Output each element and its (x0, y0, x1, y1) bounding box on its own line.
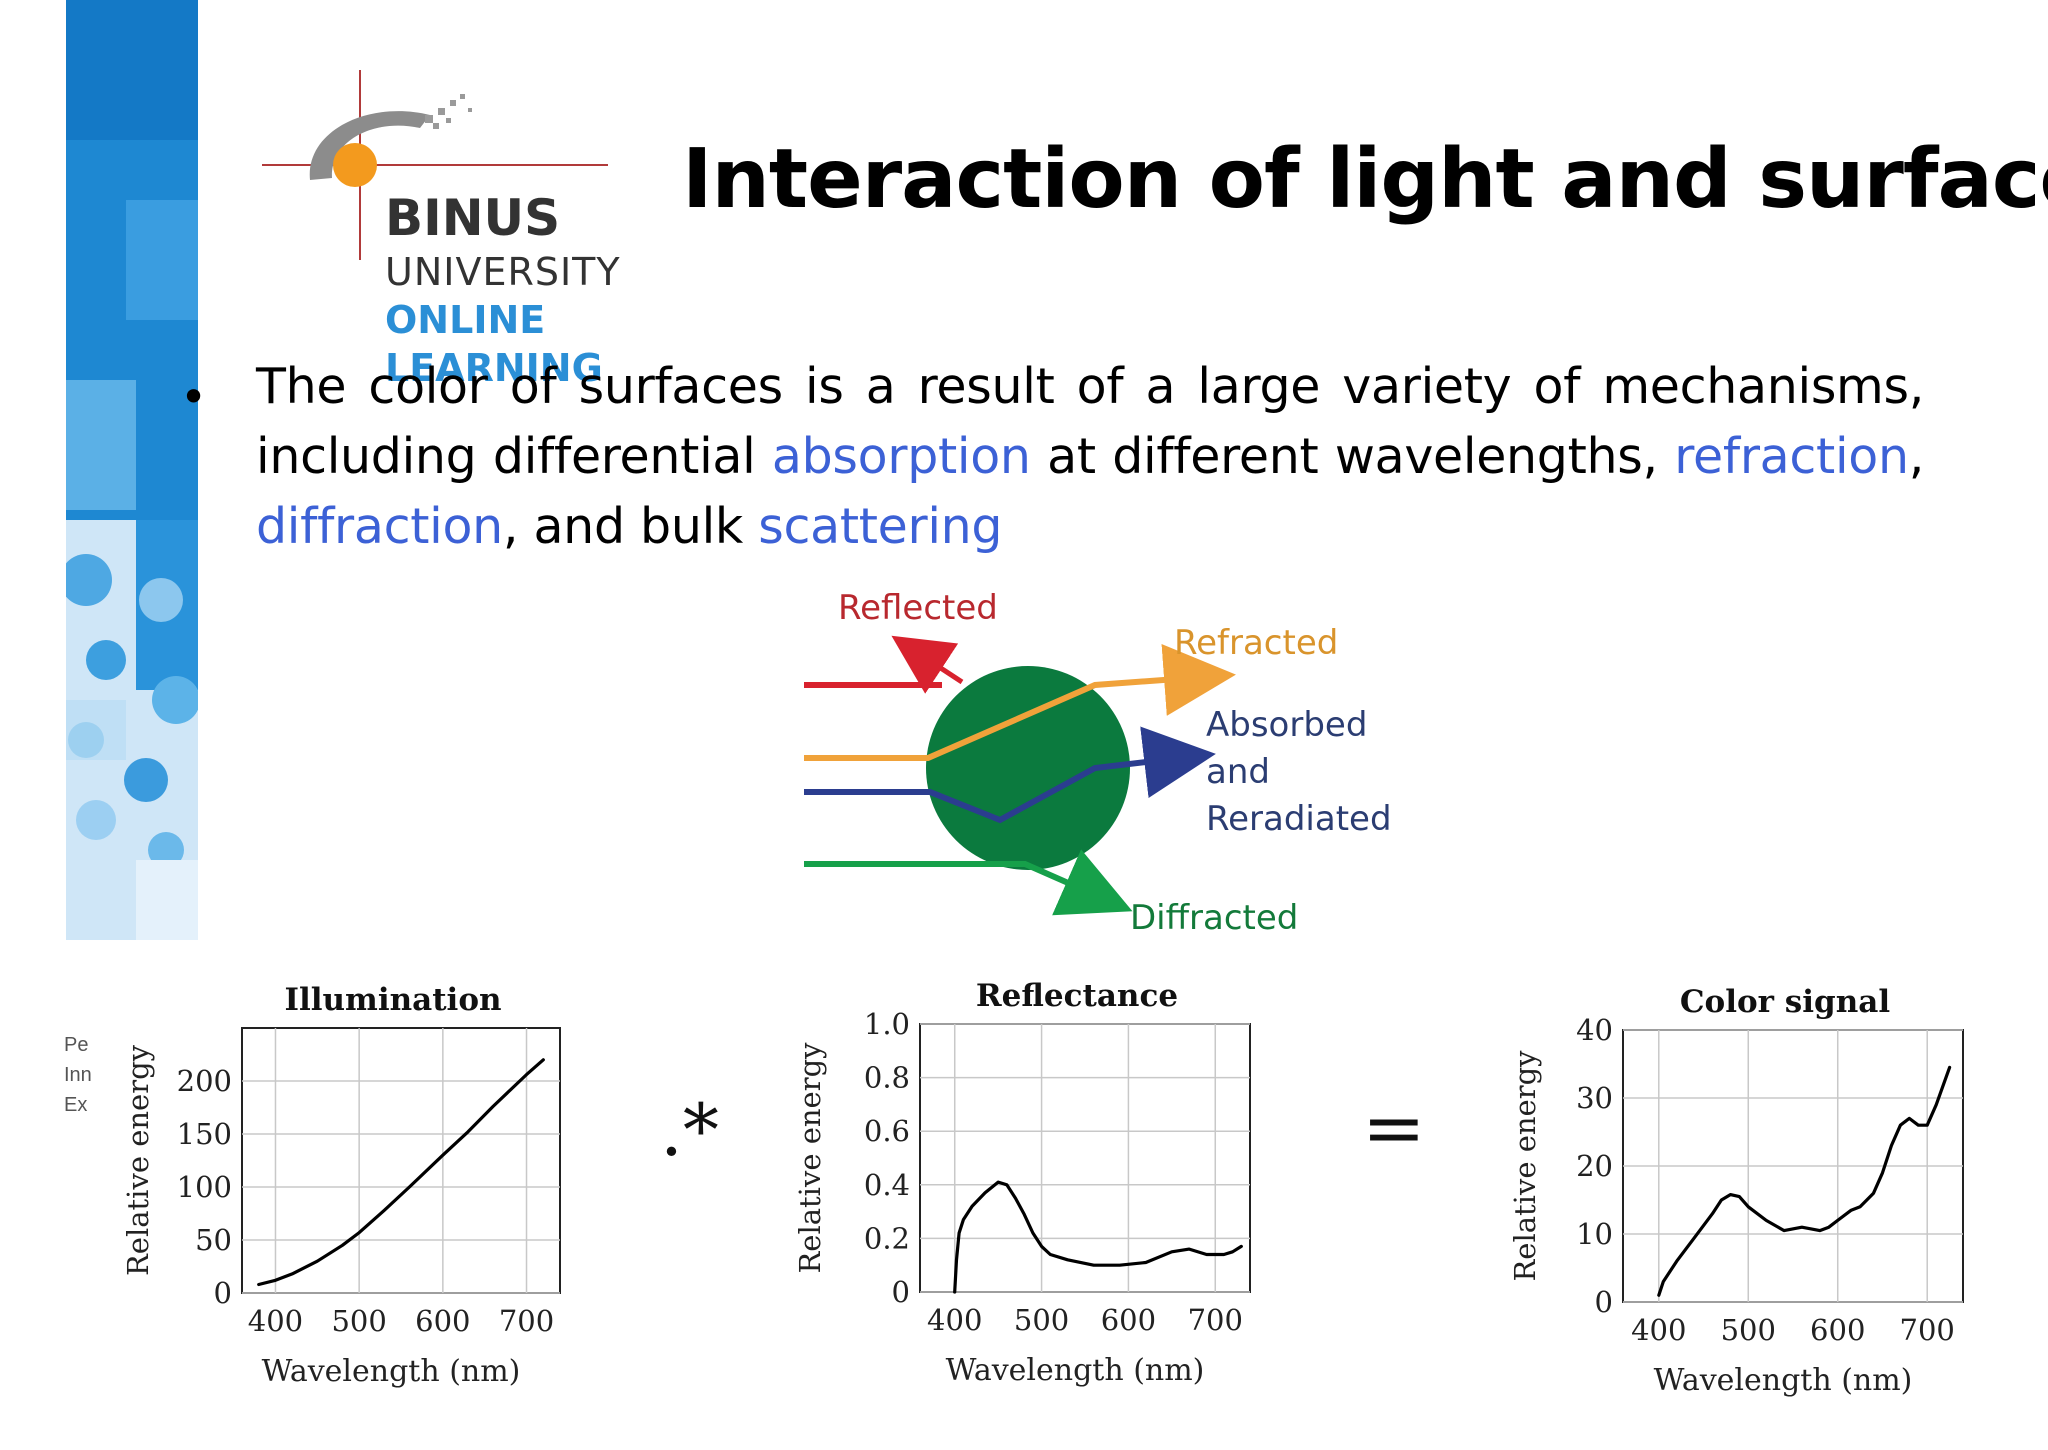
bullet-text: The color of surfaces is a result of a l… (256, 352, 1924, 562)
x-tick-label: 600 (1810, 1313, 1865, 1347)
absorbed-label-2: and (1206, 752, 1270, 792)
diffraction-term: diffraction (256, 498, 503, 555)
x-tick-label: 700 (1188, 1303, 1243, 1337)
y-tick-label: 100 (177, 1170, 232, 1204)
x-tick-label: 700 (1900, 1313, 1955, 1347)
y-tick-label: 200 (177, 1064, 232, 1098)
color-signal-chart: 400 500 600 700 0 10 20 30 40 Color signal Wavelen… (1505, 970, 1985, 1404)
chart-title: Illumination (284, 982, 501, 1018)
y-axis-label: Relative energy (121, 1044, 155, 1276)
absorption-term: absorption (771, 428, 1031, 485)
plot-frame (919, 1023, 1251, 1293)
diagram-svg: Reflected Refracted Absorbed and Reradia… (804, 588, 1392, 938)
series-line (953, 1180, 1243, 1294)
series-line (1657, 1065, 1952, 1297)
x-axis-label: Wavelength (nm) (946, 1353, 1205, 1388)
refracted-label: Refracted (1174, 623, 1338, 663)
bullet-segment: , and bulk (502, 498, 759, 555)
y-axis-label: Relative energy (793, 1042, 827, 1274)
bullet-segment: The color of surfaces is a result of a l… (256, 358, 1924, 485)
y-tick-label: 1.0 (864, 1007, 910, 1041)
bullet-marker: • (180, 370, 208, 424)
y-tick-label: 0 (214, 1276, 232, 1310)
multiply-operator: .* (660, 1088, 719, 1172)
y-tick-label: 0.4 (864, 1168, 910, 1202)
bullet-segment: at different wavelengths, (1030, 428, 1675, 485)
logo-orange-circle (333, 143, 377, 187)
y-tick-label: 0 (1595, 1285, 1613, 1319)
illumination-chart-svg: 400 500 600 700 0 50 100 150 200 Illumination Wave… (121, 982, 561, 1389)
reflected-ray-out (891, 635, 964, 694)
scattering-term: scattering (758, 498, 1003, 555)
x-tick-label: 700 (499, 1304, 554, 1338)
x-tick-label: 600 (415, 1304, 470, 1338)
surface-sphere (926, 666, 1130, 870)
absorbed-label-3: Reradiated (1206, 799, 1392, 839)
footer-fragment: Pe Inn Ex (64, 1030, 92, 1120)
bullet-segment: , (1908, 428, 1925, 485)
y-tick-label: 0.2 (864, 1221, 910, 1255)
logo-university-text: UNIVERSITY (385, 250, 621, 294)
y-tick-label: 20 (1576, 1149, 1613, 1183)
light-interaction-diagram: Reflected Refracted Absorbed and Reradia… (780, 570, 1420, 950)
sidebar-pattern (66, 0, 198, 940)
y-tick-label: 150 (177, 1117, 232, 1151)
binus-logo: BINUS UNIVERSITY ONLINE LEARNING (250, 60, 660, 390)
decorative-sidebar (66, 0, 198, 940)
chart-title: Color signal (1680, 984, 1890, 1020)
x-tick-label: 400 (1631, 1313, 1686, 1347)
y-tick-label: 0.8 (864, 1061, 910, 1095)
absorbed-label-1: Absorbed (1206, 705, 1367, 745)
logo-learning-text: LEARNING (385, 346, 603, 390)
refraction-term: refraction (1674, 428, 1909, 485)
footer-line: Inn (64, 1064, 92, 1086)
series-line (257, 1058, 545, 1287)
x-tick-label: 400 (248, 1304, 303, 1338)
y-tick-label: 10 (1576, 1217, 1613, 1251)
x-tick-label: 500 (1014, 1303, 1069, 1337)
y-tick-label: 50 (195, 1223, 232, 1257)
reflectance-chart-svg: 400 500 600 700 0 0.2 0.4 0.6 0.8 1.0 Reflectance W… (793, 978, 1251, 1388)
binus-logo-graphic: BINUS UNIVERSITY ONLINE LEARNING (262, 70, 621, 390)
x-axis-label: Wavelength (nm) (262, 1354, 521, 1388)
illumination-chart: 400 500 600 700 0 50 100 150 200 Illumination Wave… (118, 968, 588, 1389)
refracted-ray (804, 644, 1236, 761)
page-title: Interaction of light and surfaces (682, 132, 2048, 227)
diffracted-label: Diffracted (1130, 898, 1298, 938)
x-tick-label: 400 (927, 1303, 982, 1337)
equals-operator: = (1362, 1083, 1426, 1172)
diffracted-ray (804, 849, 1133, 916)
y-tick-label: 30 (1576, 1081, 1613, 1115)
absorbed-ray (804, 726, 1216, 824)
logo-binus-text: BINUS (385, 189, 560, 247)
color-signal-chart-svg: 400 500 600 700 0 10 20 30 40 Color signal Wavelen… (1508, 984, 1964, 1398)
plot-frame (241, 1027, 561, 1294)
y-tick-label: 40 (1576, 1013, 1613, 1047)
x-axis-label: Wavelength (nm) (1654, 1363, 1913, 1398)
reflectance-chart: 400 500 600 700 0 0.2 0.4 0.6 0.8 1.0 Reflectance W… (790, 962, 1270, 1396)
y-axis-label: Relative energy (1508, 1050, 1542, 1282)
reflected-label: Reflected (838, 588, 998, 628)
x-tick-label: 600 (1101, 1303, 1156, 1337)
chart-title: Reflectance (976, 978, 1178, 1014)
logo-online-text: ONLINE (385, 298, 545, 342)
footer-line: Pe (64, 1034, 89, 1056)
x-tick-label: 500 (1721, 1313, 1776, 1347)
x-tick-label: 500 (331, 1304, 386, 1338)
y-tick-label: 0.6 (864, 1114, 910, 1148)
footer-line: Ex (64, 1094, 88, 1116)
y-tick-label: 0 (892, 1275, 910, 1309)
